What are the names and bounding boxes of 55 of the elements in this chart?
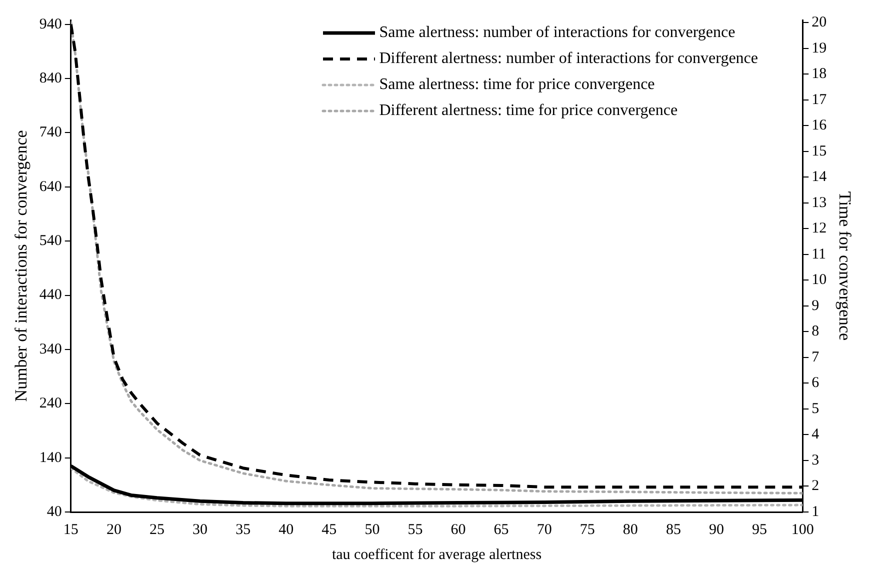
x-tick-label: 95 [752, 522, 768, 538]
y-tick-label: 540 [39, 233, 62, 250]
y-tick-label: 340 [39, 341, 62, 358]
y-tick-label: 840 [39, 70, 62, 86]
x-tick-label: 85 [666, 522, 681, 538]
y2-tick-label: 10 [812, 272, 827, 288]
y2-tick-label: 20 [812, 14, 827, 31]
y-tick-label: 640 [39, 178, 62, 195]
x-tick-label: 25 [149, 522, 164, 538]
legend-label: Different alertness: number of interactions for convergence [379, 50, 758, 68]
x-tick-label: 55 [408, 522, 423, 538]
x-axis-title: tau coefficent for average alertness [332, 546, 542, 563]
y2-tick-label: 18 [812, 66, 827, 82]
y-tick-label: 40 [46, 504, 62, 520]
y2-tick-label: 2 [812, 478, 820, 494]
y2-tick-label: 17 [812, 92, 828, 108]
y-tick-label: 240 [39, 396, 62, 412]
x-tick-label: 60 [450, 522, 466, 538]
legend-label: Same alertness: number of interactions for convergence [379, 24, 736, 42]
y2-tick-label: 6 [812, 375, 820, 392]
y2-tick-label: 9 [812, 298, 820, 314]
x-tick-label: 35 [236, 522, 251, 538]
y2-tick-label: 19 [812, 40, 827, 56]
y2-tick-label: 11 [812, 246, 826, 262]
y2-tick-label: 16 [812, 118, 828, 134]
y-tick-label: 740 [39, 124, 62, 141]
x-tick-label: 20 [106, 522, 122, 538]
legend-label: Same alertness: time for price convergence [379, 76, 655, 94]
y2-tick-label: 12 [812, 220, 827, 237]
y-axis-title: Number of interactions for convergence [12, 130, 31, 402]
y2-axis-title: Time for convergence [835, 191, 854, 341]
y2-tick-label: 4 [812, 426, 820, 443]
x-tick-label: 30 [192, 522, 208, 538]
x-tick-label: 90 [709, 522, 724, 538]
legend-label: Different alertness: time for price convergence [379, 102, 678, 120]
y2-tick-label: 15 [812, 143, 827, 160]
x-tick-label: 65 [494, 522, 509, 538]
x-tick-label: 50 [364, 522, 380, 538]
y-tick-label: 440 [39, 287, 62, 304]
x-tick-label: 80 [622, 522, 638, 538]
y2-tick-label: 1 [812, 504, 820, 520]
x-tick-label: 40 [278, 522, 294, 538]
x-tick-label: 70 [536, 522, 552, 538]
y2-tick-label: 7 [812, 349, 820, 366]
y2-tick-label: 8 [812, 324, 820, 340]
x-tick-label: 45 [322, 522, 337, 538]
x-tick-label: 100 [791, 522, 814, 538]
y2-tick-label: 5 [812, 400, 820, 417]
y-tick-label: 940 [39, 16, 62, 32]
x-tick-label: 15 [63, 522, 78, 538]
y2-tick-label: 13 [812, 194, 827, 211]
y2-tick-label: 14 [812, 169, 828, 186]
y2-tick-label: 3 [812, 452, 820, 468]
x-tick-label: 75 [580, 522, 595, 538]
y-tick-label: 140 [39, 450, 62, 466]
